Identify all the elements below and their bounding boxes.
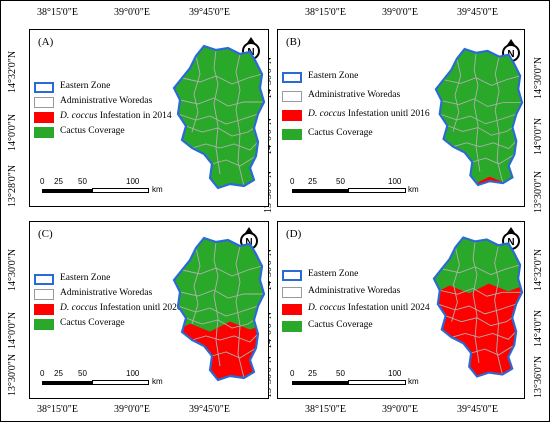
- top-lon-label-3: 39°45'0"E: [189, 7, 230, 18]
- woreda-boundary: [191, 333, 259, 343]
- panel-label: (A): [38, 36, 54, 48]
- woreda-boundary: [451, 247, 460, 322]
- woreda-boundary: [494, 245, 503, 375]
- woreda-boundary: [439, 287, 523, 297]
- infestation-area: [435, 176, 523, 186]
- zone-map: [434, 47, 524, 187]
- left-lat-bottom-1: 14°30'0"N: [7, 248, 18, 291]
- woreda-boundary: [439, 113, 517, 125]
- woreda-boundary: [441, 98, 523, 107]
- woreda-boundary: [235, 245, 245, 379]
- panel-label: (B): [286, 36, 301, 48]
- right-lat-bottom-1: 14°32'0"N: [533, 248, 544, 291]
- woreda-boundary: [177, 305, 259, 317]
- svg-text:N: N: [245, 237, 252, 248]
- woreda-boundary: [181, 73, 263, 85]
- panel-d: (D) N Eastern Zone Administrative Woreda…: [277, 221, 525, 399]
- left-lat-top-3: 13°28'0"N: [7, 164, 18, 207]
- woreda-boundary: [177, 113, 259, 125]
- right-lat-top-3: 13°30'0"N: [533, 170, 544, 213]
- panel-c: (C) N Eastern Zone Administrative Woreda…: [29, 221, 269, 399]
- woreda-boundary: [211, 347, 257, 359]
- woreda-boundary: [441, 264, 521, 276]
- woreda-boundary: [213, 49, 221, 175]
- woreda-boundary: [185, 125, 255, 137]
- woreda-boundary: [437, 303, 517, 315]
- woreda-boundary: [452, 140, 517, 150]
- panel-b: (B) N Eastern Zone Administrative Woreda…: [277, 29, 525, 207]
- woreda-boundary: [211, 155, 257, 167]
- woreda-boundary: [472, 241, 480, 363]
- zone-map: [172, 236, 266, 382]
- woreda-boundary: [191, 141, 259, 151]
- left-lat-bottom-2: 14°0'0"N: [7, 311, 18, 349]
- woreda-boundary: [235, 53, 245, 187]
- panel-label: (C): [38, 228, 53, 240]
- eastern-zone-boundary: [172, 44, 266, 190]
- eastern-zone-boundary: [432, 236, 524, 378]
- woreda-boundary: [181, 265, 263, 277]
- right-lat-bottom-2: 14°4'0"N: [533, 309, 544, 347]
- eastern-zone-boundary: [172, 236, 266, 382]
- woreda-boundary: [179, 97, 264, 107]
- woreda-boundary: [191, 55, 201, 133]
- zone-map: [432, 236, 524, 378]
- woreda-boundary: [447, 125, 513, 136]
- right-lat-top-1: 14°30'0"N: [533, 56, 544, 99]
- panel-label: (D): [286, 228, 302, 240]
- left-lat-top-1: 14°32'0"N: [7, 50, 18, 93]
- panel-a: (A) N Eastern Zone Administrative Woreda…: [29, 29, 269, 207]
- top-lon-label-4: 38°15'0"E: [305, 7, 346, 18]
- woreda-boundary: [452, 58, 462, 132]
- svg-text:N: N: [507, 49, 514, 60]
- woreda-boundary: [185, 317, 255, 329]
- woreda-boundary: [473, 52, 481, 172]
- right-lat-bottom-3: 13°36'0"N: [533, 355, 544, 398]
- woreda-boundary: [471, 344, 515, 356]
- bottom-lon-label-6: 39°45'0"E: [457, 404, 498, 415]
- woreda-boundary: [451, 331, 517, 340]
- woreda-boundary: [494, 56, 504, 184]
- woreda-boundary: [472, 154, 515, 165]
- zone-map: [172, 44, 266, 190]
- right-lat-top-2: 14°0'0"N: [533, 117, 544, 155]
- bottom-lon-label-2: 39°0'0"E: [114, 404, 150, 415]
- woreda-boundary: [445, 315, 513, 327]
- svg-text:N: N: [507, 237, 514, 248]
- left-lat-bottom-3: 13°30'0"N: [7, 353, 18, 396]
- top-lon-label-6: 39°45'0"E: [457, 7, 498, 18]
- bottom-lon-label-4: 38°15'0"E: [305, 404, 346, 415]
- bottom-lon-label-5: 39°0'0"E: [382, 404, 418, 415]
- woreda-boundary: [191, 247, 201, 325]
- top-lon-label-1: 38°15'0"E: [37, 7, 78, 18]
- top-lon-label-5: 39°0'0"E: [382, 7, 418, 18]
- woreda-boundary: [179, 289, 264, 299]
- left-lat-top-2: 14°0'0"N: [7, 113, 18, 151]
- top-lon-label-2: 39°0'0"E: [114, 7, 150, 18]
- bottom-lon-label-1: 38°15'0"E: [37, 404, 78, 415]
- eastern-zone-boundary: [434, 47, 524, 187]
- bottom-lon-label-3: 39°45'0"E: [189, 404, 230, 415]
- woreda-boundary: [213, 241, 221, 367]
- woreda-boundary: [443, 75, 521, 86]
